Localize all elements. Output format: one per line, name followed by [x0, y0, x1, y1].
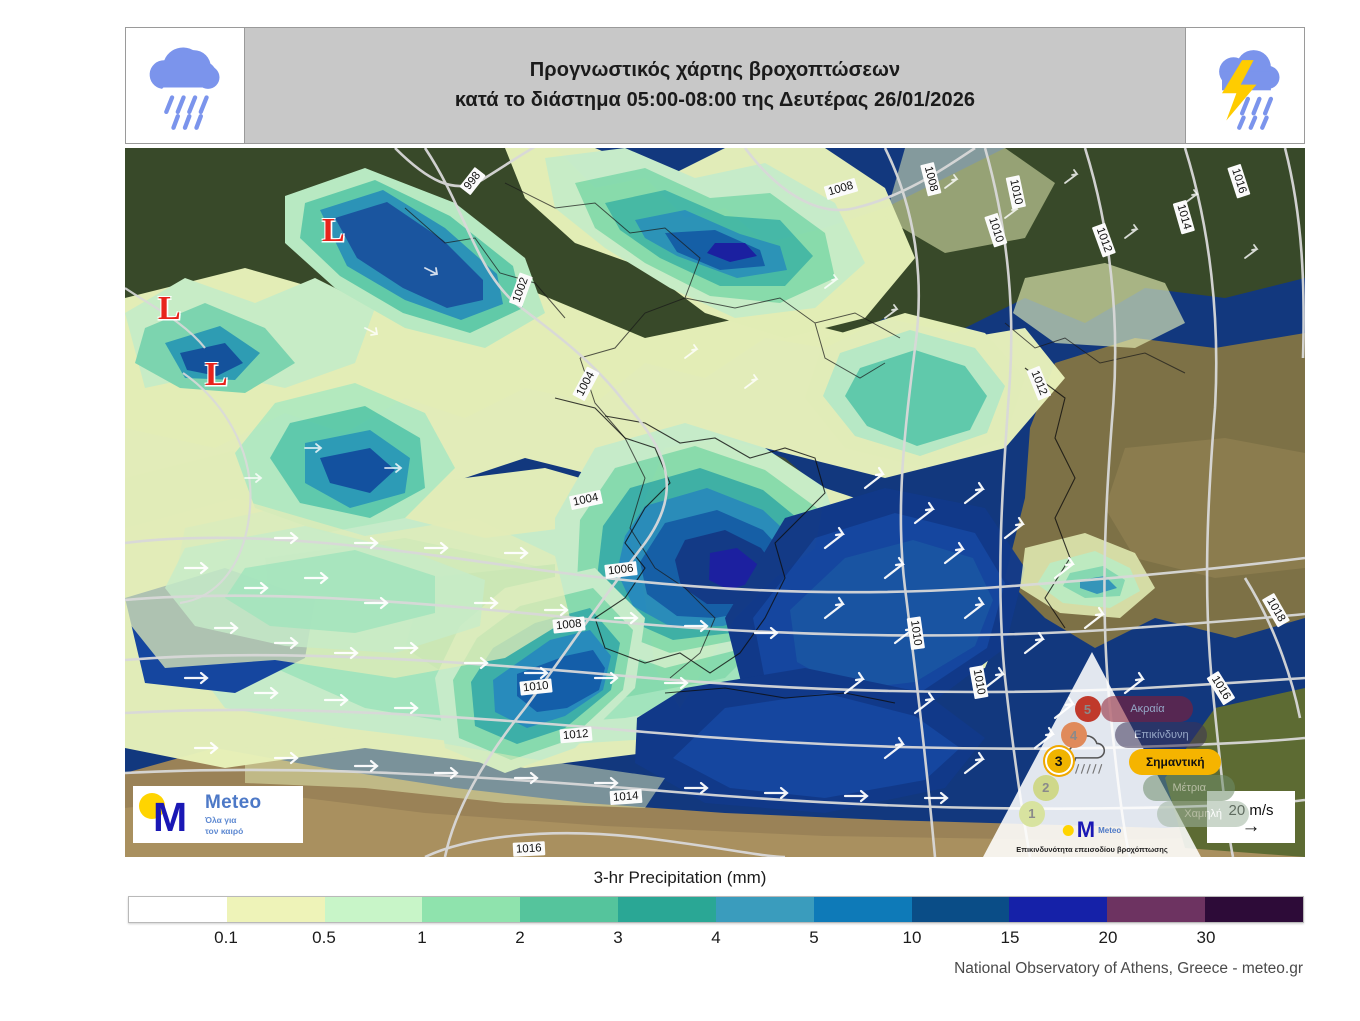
low-pressure-marker-2: L	[205, 356, 228, 393]
colorbar-segment-10	[1107, 897, 1206, 922]
precipitation-colorbar	[128, 896, 1304, 923]
colorbar-segment-1	[226, 897, 325, 922]
meteo-logo-tagline: Όλα για τον καιρό	[205, 815, 261, 836]
colorbar-segment-3	[422, 897, 521, 922]
colorbar-segment-8	[911, 897, 1010, 922]
low-pressure-marker-1: L	[158, 290, 181, 327]
meteo-logo-name: Meteo	[205, 791, 262, 813]
header-right-icon-box	[1185, 28, 1304, 143]
meteo-logo-mark: M	[139, 792, 201, 838]
colorbar-tick-10: 10	[902, 928, 922, 947]
credit-footer: National Observatory of Athens, Greece -…	[954, 960, 1303, 977]
low-pressure-marker-0: L	[322, 212, 345, 249]
colorbar-tick-labels: 0.1 0.5 1 2 3 4 5 10 15 20 30	[128, 928, 1304, 952]
colorbar-segment-6	[715, 897, 814, 922]
meteo-m-glyph: M	[153, 793, 188, 840]
colorbar-segment-7	[813, 897, 912, 922]
colorbar-tick-15: 15	[1000, 928, 1020, 947]
colorbar-tick-0.1: 0.1	[214, 928, 238, 947]
rain-cloud-icon	[149, 46, 220, 130]
colorbar-segment-9	[1009, 897, 1108, 922]
colorbar-segment-0	[129, 897, 227, 922]
wind-scale-key: 20 m/s →	[1207, 791, 1295, 843]
meteo-tagline-line-1: Όλα για	[205, 814, 237, 825]
header-left-icon-box	[126, 28, 245, 143]
colorbar-tick-2: 2	[515, 928, 525, 947]
meteo-logo: M Meteo Όλα για τον καιρό	[133, 786, 303, 843]
header-title-line-1: Προγνωστικός χάρτης βροχοπτώσεων	[529, 59, 901, 81]
header-title-line-2: κατά το διάστημα 05:00-08:00 της Δευτέρα…	[454, 89, 976, 111]
colorbar-segment-11	[1205, 897, 1303, 922]
meteo-logo-text: Meteo Όλα για τον καιρό	[205, 793, 261, 836]
forecast-map[interactable]: 998 1002 1004 1004 1006 1008 1010 1012 1014 1016 1…	[125, 148, 1305, 857]
colorbar-tick-0.5: 0.5	[312, 928, 336, 947]
colorbar-tick-20: 20	[1098, 928, 1118, 947]
colorbar-segment-2	[324, 897, 423, 922]
sun-icon	[139, 792, 165, 819]
colorbar-title: 3-hr Precipitation (mm)	[593, 868, 767, 887]
wind-arrow-icon: →	[1241, 815, 1261, 837]
thunderstorm-cloud-icon	[1219, 49, 1280, 130]
colorbar-tick-5: 5	[809, 928, 819, 947]
colorbar-segment-5	[618, 897, 716, 922]
colorbar-tick-30: 30	[1196, 928, 1216, 947]
colorbar-tick-4: 4	[711, 928, 721, 947]
colorbar-tick-1: 1	[417, 928, 427, 947]
meteo-tagline-line-2: τον καιρό	[205, 825, 244, 836]
colorbar-segment-4	[520, 897, 619, 922]
colorbar-tick-3: 3	[613, 928, 623, 947]
header-title-block: Προγνωστικός χάρτης βροχοπτώσεων κατά το…	[245, 28, 1185, 143]
header-bar: Προγνωστικός χάρτης βροχοπτώσεων κατά το…	[125, 27, 1305, 144]
